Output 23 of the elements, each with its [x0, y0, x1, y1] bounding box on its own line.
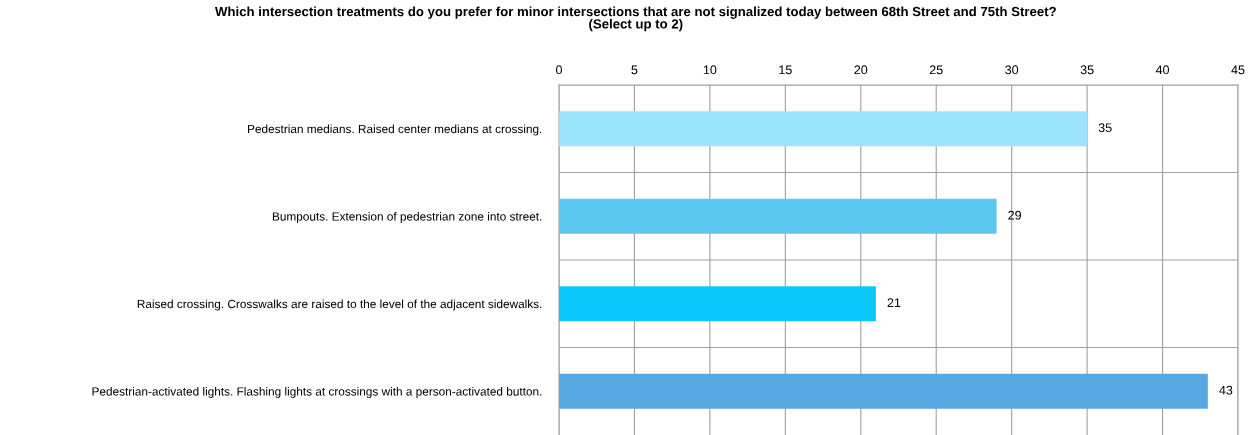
bar — [559, 373, 1208, 409]
bar — [559, 286, 876, 322]
y-tick-label: Bumpouts. Extension of pedestrian zone into street. — [272, 211, 542, 223]
y-tick-label: Pedestrian-activated lights. Flashing lights at crossings with a person-activated button. — [92, 386, 542, 398]
x-tick-label: 0 — [556, 65, 562, 75]
x-tick-label: 35 — [1080, 65, 1094, 75]
data-label: 35 — [1098, 123, 1112, 133]
bar — [559, 111, 1088, 147]
x-tick-label: 15 — [779, 65, 792, 75]
data-label: 29 — [1008, 210, 1021, 220]
x-tick-label: 30 — [1005, 65, 1019, 75]
x-tick-label: 45 — [1231, 65, 1245, 75]
x-tick-label: 40 — [1155, 65, 1170, 75]
data-label: 43 — [1219, 385, 1233, 395]
data-label: 21 — [887, 298, 901, 307]
bar — [559, 198, 997, 234]
x-tick-label: 10 — [703, 65, 717, 75]
x-tick-label: 20 — [854, 65, 868, 75]
y-tick-label: Pedestrian medians. Raised center medians at crossing. — [248, 124, 542, 136]
x-tick-label: 5 — [631, 65, 638, 75]
chart-title: Which intersection treatments do you prefer for minor intersections that are not signalized today between 68th Street and 75th Street? (Select up to 2) — [215, 6, 1056, 32]
y-tick-label: Raised crossing. Crosswalks are raised to the level of the adjacent sidewalks. — [137, 299, 542, 311]
x-tick-label: 25 — [929, 65, 943, 75]
